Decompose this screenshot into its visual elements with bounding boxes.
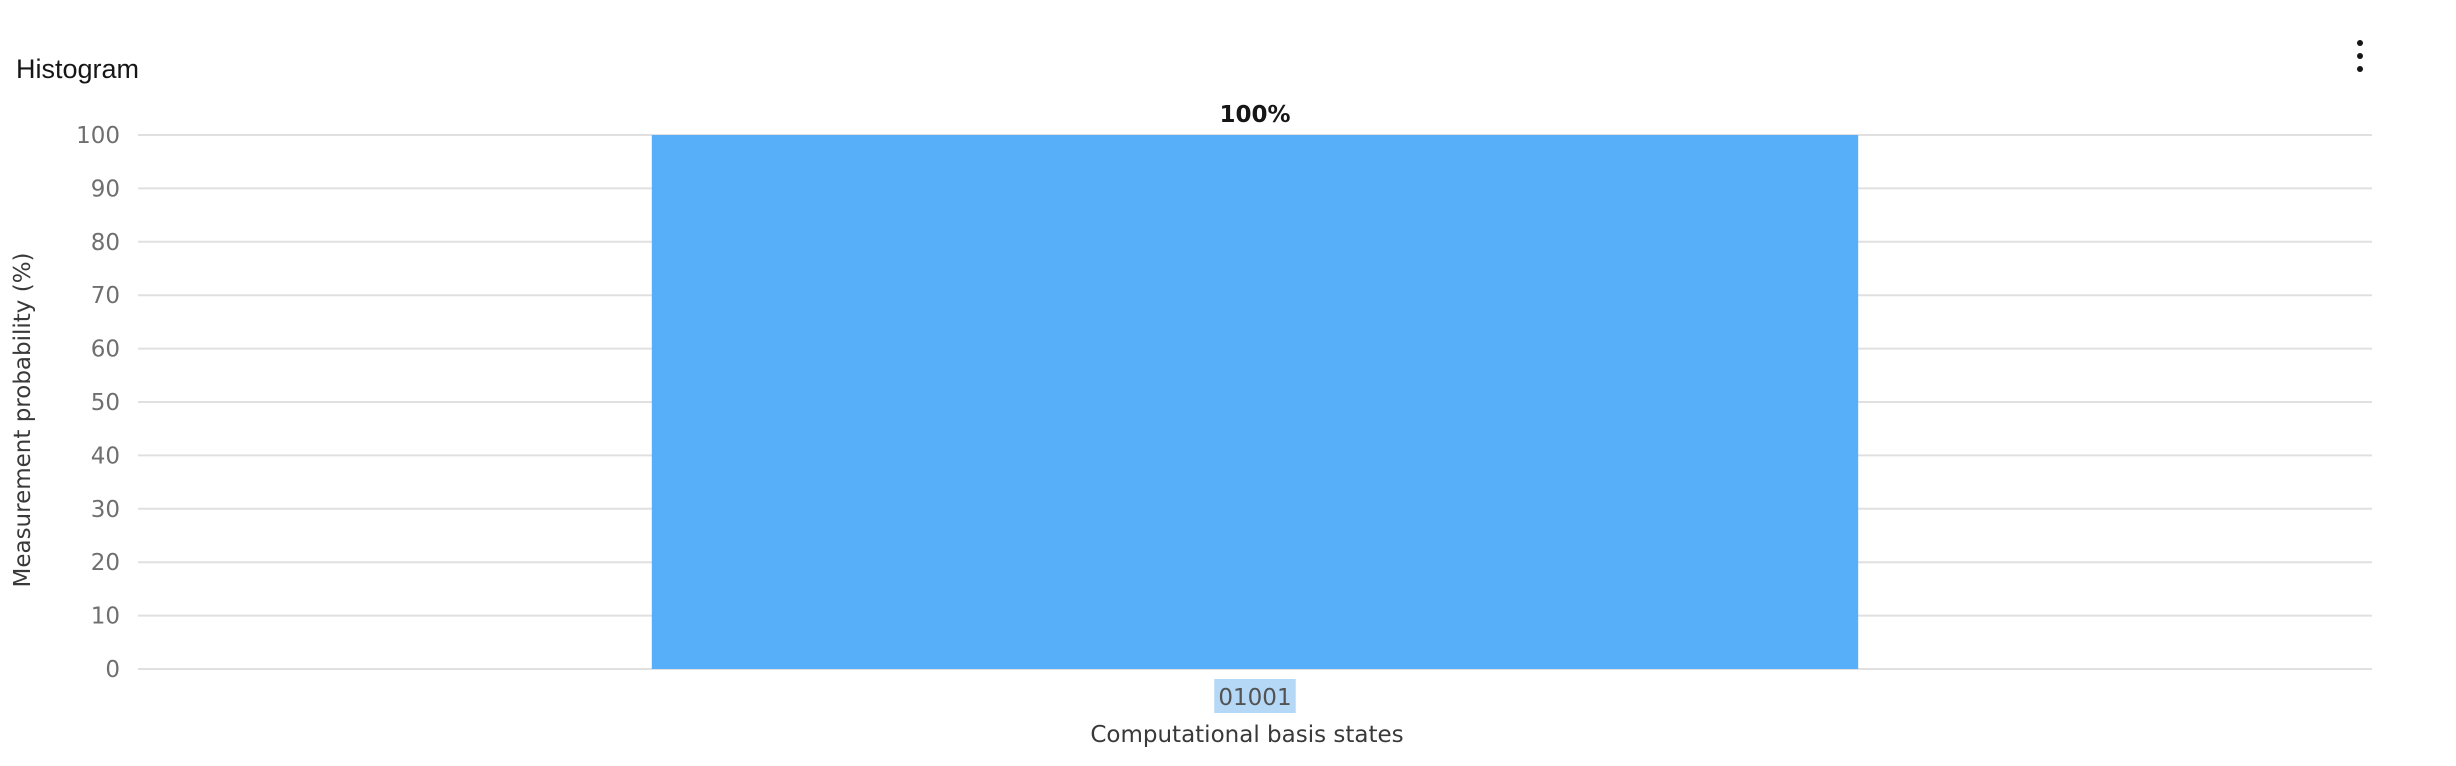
y-tick-label: 100 — [76, 123, 120, 149]
y-axis-title: Measurement probability (%) — [10, 252, 36, 587]
y-tick-label: 10 — [91, 604, 120, 630]
y-tick-label: 30 — [91, 497, 120, 523]
bar-value-label: 100% — [1219, 102, 1290, 128]
bar — [651, 135, 1859, 669]
x-category-label: 01001 — [1218, 685, 1291, 711]
y-tick-label: 0 — [105, 657, 120, 683]
panel-title: Histogram — [16, 54, 140, 84]
y-tick-label: 50 — [91, 390, 120, 416]
y-tick-label: 20 — [91, 550, 120, 576]
x-axis-title: Computational basis states — [1090, 722, 1403, 748]
overflow-menu-button[interactable] — [2336, 28, 2384, 84]
y-tick-label: 80 — [91, 230, 120, 256]
y-tick-label: 70 — [91, 283, 120, 309]
overflow-menu-dot — [2357, 66, 2363, 72]
overflow-menu-vertical-icon — [2357, 40, 2363, 46]
category-label-highlight — [1214, 679, 1296, 713]
y-tick-label: 60 — [91, 337, 120, 363]
overflow-menu-dot — [2357, 53, 2363, 59]
y-tick-label: 90 — [91, 176, 120, 202]
y-tick-label: 40 — [91, 443, 120, 469]
